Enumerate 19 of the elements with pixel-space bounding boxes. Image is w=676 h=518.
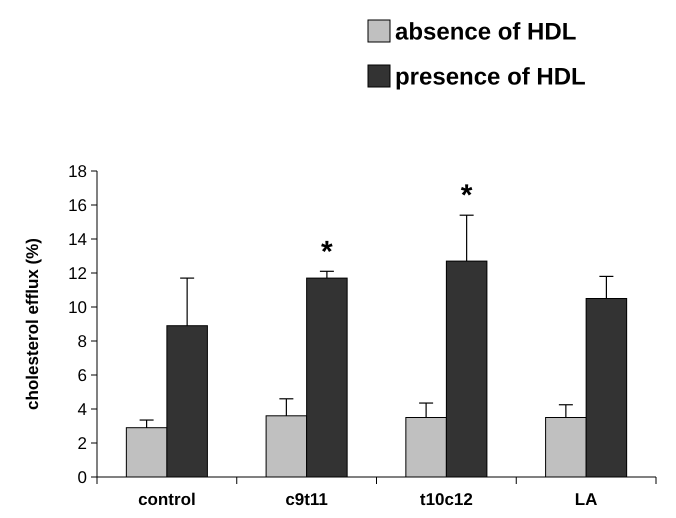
y-tick-label: 12	[68, 264, 87, 283]
y-tick-label: 6	[78, 366, 87, 385]
annotation: *	[321, 235, 334, 268]
legend-label: absence of HDL	[395, 18, 576, 46]
x-tick-label: LA	[574, 490, 598, 509]
y-tick-label: 14	[68, 230, 87, 249]
annotation: *	[460, 179, 473, 212]
x-tick-label: c9t11	[285, 490, 328, 509]
y-tick-label: 8	[78, 332, 87, 351]
y-tick-label: 16	[68, 196, 87, 215]
y-tick-label: 10	[68, 298, 87, 317]
y-tick-label: 4	[78, 400, 87, 419]
y-tick-label: 0	[78, 468, 87, 487]
y-axis-title: cholesterol efflux (%)	[23, 238, 42, 410]
x-tick-label: t10c12	[420, 490, 473, 509]
y-tick-label: 18	[68, 162, 87, 181]
legend-label: presence of HDL	[395, 64, 586, 91]
x-tick-label: control	[138, 490, 196, 509]
y-tick-label: 2	[78, 434, 87, 453]
